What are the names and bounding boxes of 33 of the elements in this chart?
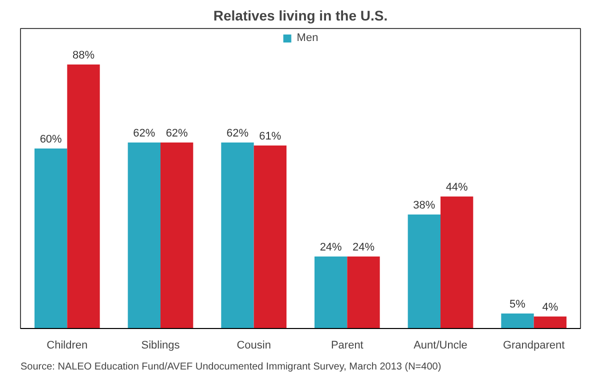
data-label: 5% xyxy=(510,298,526,310)
data-label: 44% xyxy=(446,182,468,194)
bar xyxy=(221,142,254,328)
data-label: 62% xyxy=(226,128,249,140)
bar xyxy=(440,196,474,328)
chart-title: Relatives living in the U.S. xyxy=(213,8,388,24)
data-label: 24% xyxy=(352,242,375,254)
bar xyxy=(314,256,348,328)
x-tick-label: Parent xyxy=(330,340,364,352)
bar xyxy=(67,64,100,328)
x-tick-label: Grandparent xyxy=(502,340,565,352)
data-label: 4% xyxy=(542,302,558,314)
x-tick-label: Siblings xyxy=(141,340,180,352)
data-label: 61% xyxy=(259,130,282,142)
bar xyxy=(534,316,566,328)
data-label: 38% xyxy=(413,200,436,212)
bar xyxy=(160,142,194,328)
bar xyxy=(254,146,286,328)
x-tick-label: Children xyxy=(46,340,88,352)
x-tick-label: Cousin xyxy=(236,340,271,352)
data-label: 60% xyxy=(40,134,62,146)
data-label: 62% xyxy=(133,128,156,140)
bar xyxy=(501,314,534,328)
bar xyxy=(34,148,68,328)
bar xyxy=(347,256,380,328)
data-label: 88% xyxy=(72,50,95,62)
data-label: 62% xyxy=(166,128,188,140)
data-label: 24% xyxy=(320,242,342,254)
bar xyxy=(408,214,440,328)
bar xyxy=(128,142,160,328)
legend-label: Men xyxy=(296,32,318,44)
source-note: Source: NALEO Education Fund/AVEF Undocumented Immigrant Survey, March 2013 (N=400) xyxy=(20,362,442,372)
x-tick-label: Aunt/Uncle xyxy=(414,340,468,352)
